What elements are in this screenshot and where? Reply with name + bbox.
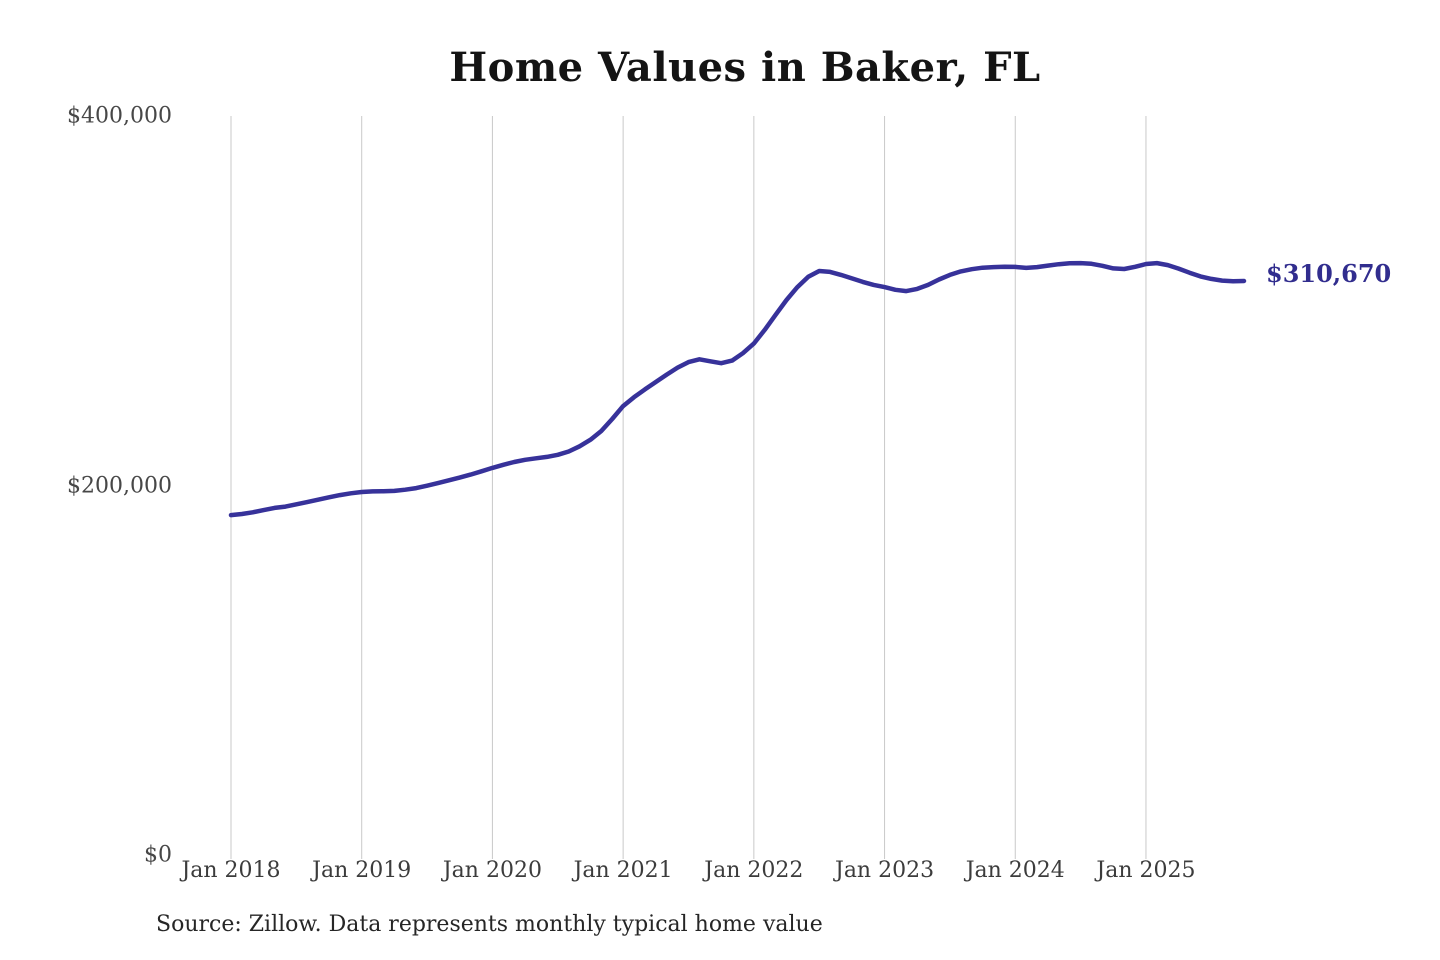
y-axis-tick-label: $0 [144, 842, 172, 868]
x-axis-tick-label: Jan 2024 [965, 858, 1065, 883]
x-axis-tick-label: Jan 2023 [835, 858, 935, 883]
page-title: Home Values in Baker, FL [449, 44, 1041, 91]
x-axis-tick-label: Jan 2018 [181, 858, 281, 883]
x-axis-tick-label: Jan 2020 [442, 858, 542, 883]
x-axis-tick-label: Jan 2021 [573, 858, 673, 883]
x-axis-tick-label: Jan 2025 [1096, 858, 1196, 883]
source-note: Source: Zillow. Data represents monthly … [156, 912, 823, 937]
x-axis-tick-label: Jan 2019 [312, 858, 412, 883]
end-value-label: $310,670 [1266, 259, 1392, 289]
y-axis-tick-label: $400,000 [67, 103, 172, 129]
x-axis-tick-label: Jan 2022 [704, 858, 804, 883]
home-value-line-series [228, 260, 1247, 518]
y-axis-tick-label: $200,000 [67, 473, 172, 498]
